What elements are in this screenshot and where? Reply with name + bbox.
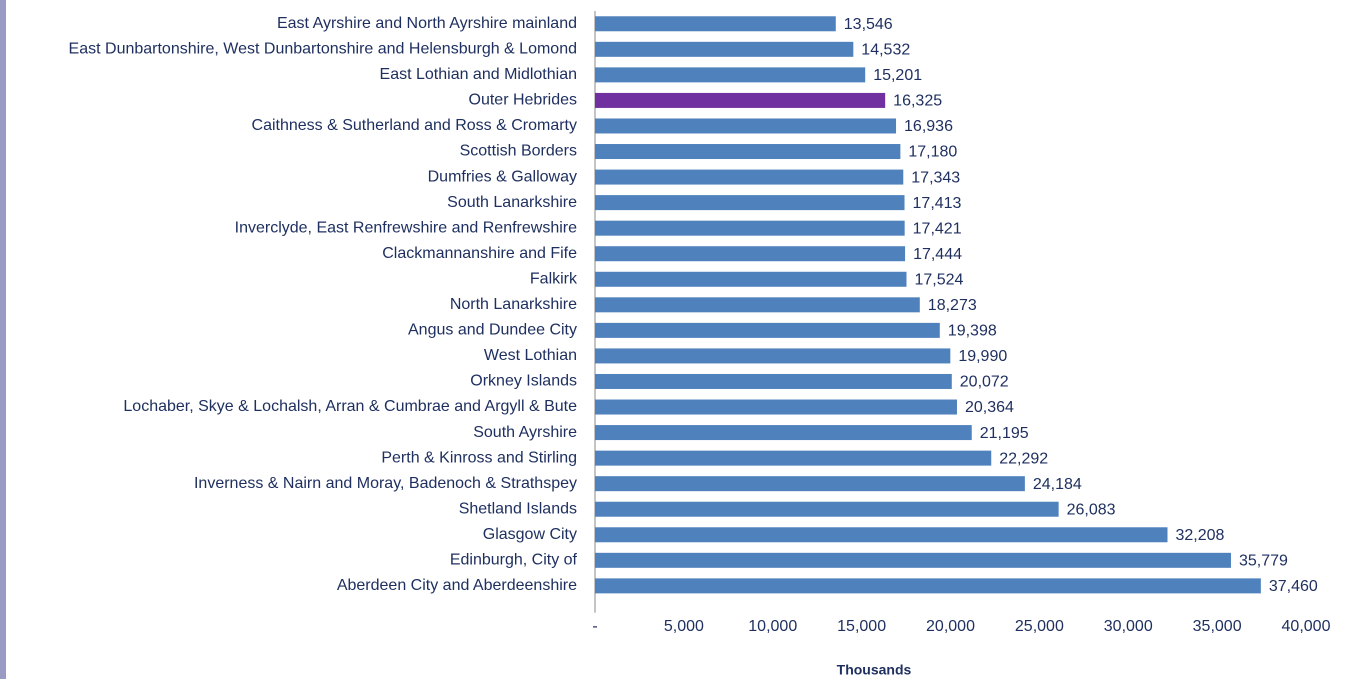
bar — [595, 41, 854, 57]
y-tick-label: East Lothian and Midlothian — [380, 66, 577, 83]
data-label: 21,195 — [980, 425, 1029, 442]
bar — [595, 322, 940, 338]
x-tick-label: 30,000 — [1104, 618, 1153, 635]
y-tick-label: Outer Hebrides — [469, 92, 578, 109]
bar — [595, 220, 905, 236]
y-tick-label: Inverness & Nairn and Moray, Badenoch & … — [194, 475, 577, 492]
data-label: 17,524 — [914, 271, 963, 288]
data-label: 15,201 — [873, 67, 922, 84]
y-tick-label: Scottish Borders — [460, 143, 577, 160]
y-tick-label: Orkney Islands — [470, 373, 577, 390]
data-label: 16,325 — [893, 93, 942, 110]
data-label: 22,292 — [999, 450, 1048, 467]
data-label: 17,421 — [913, 220, 962, 237]
data-label: 16,936 — [904, 118, 953, 135]
x-tick-label: 25,000 — [1015, 618, 1064, 635]
y-tick-label: Perth & Kinross and Stirling — [381, 449, 577, 466]
y-tick-label: Glasgow City — [483, 526, 577, 543]
data-label: 17,413 — [913, 195, 962, 212]
x-tick-label: 10,000 — [748, 618, 797, 635]
y-tick-label: Edinburgh, City of — [450, 552, 578, 569]
y-tick-label: East Dunbartonshire, West Dunbartonshire… — [69, 41, 577, 58]
bar — [595, 501, 1059, 517]
bar — [595, 92, 886, 108]
y-tick-label: Angus and Dundee City — [408, 322, 577, 339]
data-label: 20,364 — [965, 399, 1014, 416]
bar — [595, 67, 866, 83]
bar — [595, 271, 907, 287]
y-tick-label: Dumfries & Galloway — [428, 168, 577, 185]
bar — [595, 195, 905, 211]
x-axis-title: Thousands — [837, 662, 912, 678]
y-tick-label: Shetland Islands — [459, 500, 577, 517]
x-tick-label: 5,000 — [664, 618, 704, 635]
data-label: 20,072 — [960, 374, 1009, 391]
data-label: 17,343 — [911, 169, 960, 186]
bar — [595, 297, 920, 313]
y-tick-label: Lochaber, Skye & Lochalsh, Arran & Cumbr… — [123, 398, 577, 415]
y-tick-label: South Ayrshire — [473, 424, 577, 441]
x-tick-label: 35,000 — [1193, 618, 1242, 635]
bar — [595, 552, 1231, 568]
bar — [595, 578, 1261, 594]
y-tick-label: East Ayrshire and North Ayrshire mainlan… — [277, 15, 577, 32]
x-tick-label: 40,000 — [1282, 618, 1331, 635]
bar — [595, 373, 952, 389]
data-label: 35,779 — [1239, 553, 1288, 570]
y-tick-label: Caithness & Sutherland and Ross & Cromar… — [252, 117, 577, 134]
y-tick-label: North Lanarkshire — [450, 296, 577, 313]
data-label: 13,546 — [844, 16, 893, 33]
data-label: 14,532 — [861, 42, 910, 59]
data-label: 26,083 — [1067, 501, 1116, 518]
bar — [595, 527, 1168, 543]
x-tick-label: 15,000 — [837, 618, 886, 635]
data-label: 24,184 — [1033, 476, 1082, 493]
x-tick-label: 20,000 — [926, 618, 975, 635]
bar — [595, 16, 836, 32]
bar — [595, 425, 972, 441]
y-tick-label: Clackmannanshire and Fife — [382, 245, 577, 262]
bar — [595, 399, 957, 415]
bar — [595, 246, 906, 262]
y-tick-label: Falkirk — [530, 270, 578, 287]
bar — [595, 118, 897, 134]
y-tick-label: South Lanarkshire — [447, 194, 577, 211]
data-label: 17,180 — [908, 144, 957, 161]
left-border — [0, 0, 6, 679]
y-tick-label: Inverclyde, East Renfrewshire and Renfre… — [235, 219, 577, 236]
x-tick-label: - — [592, 618, 597, 635]
data-label: 37,460 — [1269, 578, 1318, 595]
data-label: 18,273 — [928, 297, 977, 314]
bar — [595, 476, 1025, 492]
data-label: 17,444 — [913, 246, 962, 263]
bar — [595, 348, 951, 364]
y-tick-label: West Lothian — [484, 347, 577, 364]
data-label: 19,990 — [958, 348, 1007, 365]
bar — [595, 450, 992, 466]
data-label: 32,208 — [1175, 527, 1224, 544]
bar — [595, 169, 904, 185]
y-tick-label: Aberdeen City and Aberdeenshire — [337, 577, 577, 594]
data-label: 19,398 — [948, 323, 997, 340]
bar — [595, 144, 901, 160]
